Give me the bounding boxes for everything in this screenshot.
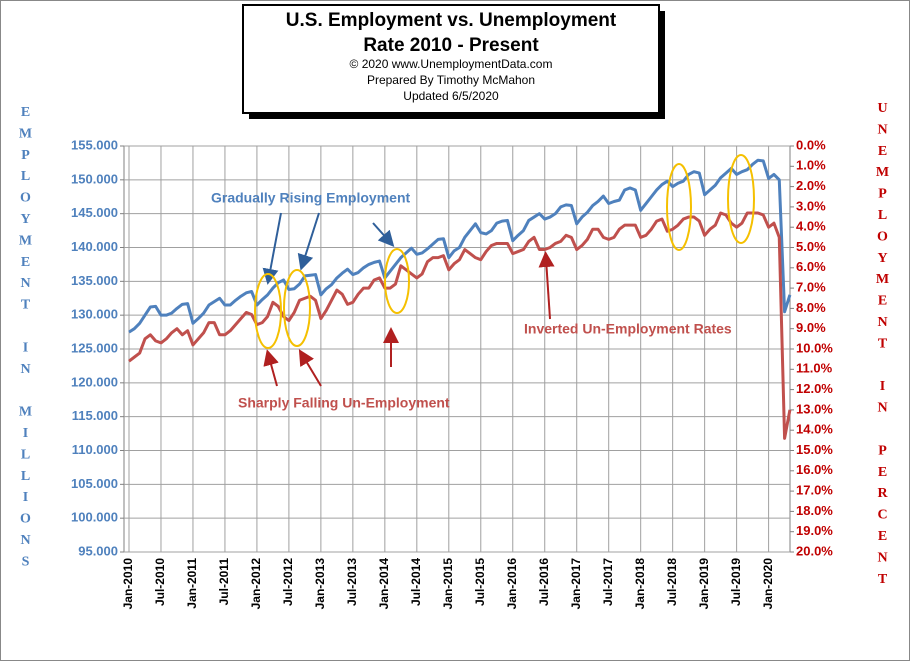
y2-tick-label: 17.0% [796,483,833,498]
y2-tick-label: 6.0% [796,259,826,274]
y2-tick-label: 0.0% [796,137,826,152]
highlight-circles [254,154,755,349]
y-tick-label: 135.000 [71,273,118,288]
annotation: Sharply Falling Un-Employment [238,395,450,411]
annotation: Gradually Rising Employment [211,190,410,206]
x-tick-label: Jan-2020 [761,558,775,610]
y-tick-label: 130.000 [71,307,118,322]
x-tick-label: Jul-2018 [665,558,679,606]
y2-tick-label: 10.0% [796,340,833,355]
series-line [128,211,792,440]
series-line [128,158,792,334]
y2-tick-label: 12.0% [796,381,833,396]
x-tick-label: Jan-2011 [185,558,199,609]
y2-tick-label: 1.0% [796,158,826,173]
y2-tick-label: 9.0% [796,320,826,335]
y-tick-label: 120.000 [71,374,118,389]
x-tick-label: Jul-2011 [217,558,231,606]
y2-tick-label: 14.0% [796,422,833,437]
chart-title: U.S. Employment vs. Unemployment [286,10,617,31]
y-tick-label: 140.000 [71,239,118,254]
y2-tick-label: 11.0% [796,361,833,376]
y-tick-label: 125.000 [71,340,118,355]
x-tick-label: Jan-2013 [313,558,327,610]
x-tick-label: Jul-2013 [345,558,359,606]
y2-tick-label: 16.0% [796,462,833,477]
y2-axis-title: UNEMPLOYMENT IN PERCENT [875,101,890,594]
y2-tick-label: 2.0% [796,178,826,193]
y2-tick-label: 19.0% [796,523,833,538]
y2-tick-label: 3.0% [796,198,826,213]
y-tick-label: 95.000 [78,543,118,558]
note: Prepared By Timothy McMahon [367,73,535,87]
y-tick-label: 115.000 [72,408,118,423]
y-tick-label: 100.000 [71,510,118,525]
y2-tick-label: 18.0% [796,503,833,518]
x-tick-label: Jul-2019 [729,558,743,606]
y2-tick-label: 13.0% [796,401,833,416]
y2-tick-label: 7.0% [796,280,826,295]
x-tick-label: Jan-2016 [505,558,519,610]
y-tick-label: 145.000 [71,205,118,220]
y2-tick-label: 15.0% [796,442,833,457]
chart-subtitle: Rate 2010 - Present [363,35,539,56]
y-tick-label: 110.000 [72,442,118,457]
x-tick-label: Jul-2017 [601,558,615,606]
y-tick-label: 150.000 [71,171,118,186]
x-tick-label: Jan-2015 [441,558,455,610]
arrows [262,212,555,387]
y2-tick-label: 20.0% [796,543,833,558]
y-tick-label: 105.000 [71,476,118,491]
note: © 2020 www.UnemploymentData.com [350,57,553,71]
y-tick-label: 155.000 [71,137,118,152]
lines [128,158,792,440]
title-box [242,4,660,114]
y2-tick-label: 5.0% [796,239,826,254]
x-tick-label: Jul-2010 [153,558,167,606]
x-tick-label: Jan-2014 [377,558,391,610]
x-tick-label: Jan-2010 [121,558,135,610]
x-tick-label: Jan-2019 [697,558,711,610]
x-tick-label: Jan-2012 [249,558,263,610]
x-tick-label: Jul-2015 [473,558,487,606]
x-tick-label: Jan-2017 [569,558,583,610]
y2-tick-label: 8.0% [796,300,826,315]
y2-tick-label: 4.0% [796,219,826,234]
x-tick-label: Jul-2016 [537,558,551,606]
x-tick-label: Jul-2012 [281,558,295,606]
note: Updated 6/5/2020 [403,89,499,103]
y-axis-title: EMPLOYMENT IN MILLIONS [18,105,33,576]
x-tick-label: Jan-2018 [633,558,647,610]
x-tick-label: Jul-2014 [409,558,423,606]
annotation: Inverted Un-Employment Rates [524,321,732,337]
